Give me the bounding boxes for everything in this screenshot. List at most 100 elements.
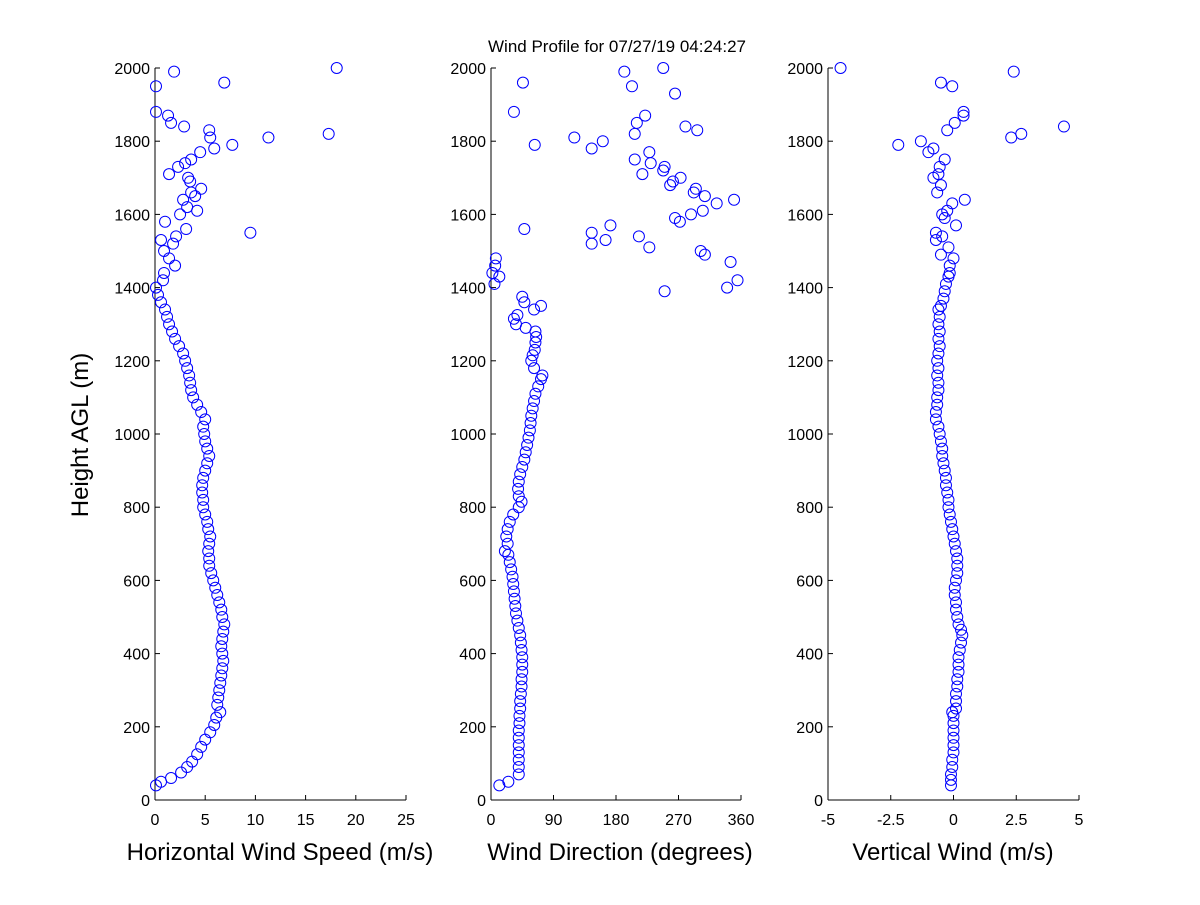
- vertical-panel-data-point: [938, 285, 951, 298]
- speed-panel-y-tick-label: 1600: [114, 207, 150, 224]
- direction-panel-data-point: [644, 157, 657, 170]
- direction-panel-y-tick-label: 200: [459, 720, 486, 737]
- speed-panel-x-tick-label: 25: [397, 812, 415, 829]
- speed-panel-data-point: [213, 684, 226, 697]
- direction-panel-data-point: [530, 331, 543, 344]
- direction-panel-data-point: [731, 274, 744, 287]
- vertical-panel-data-point: [932, 384, 945, 397]
- speed-panel-data-point: [165, 116, 178, 129]
- speed-panel-data-point: [203, 124, 216, 137]
- direction-panel-data-point: [604, 219, 617, 232]
- direction-panel-data-point: [489, 259, 502, 272]
- direction-panel-data-point: [515, 643, 528, 656]
- speed-panel-data-point: [208, 142, 221, 155]
- direction-panel-data-point: [599, 234, 612, 247]
- direction-panel-data-point: [724, 255, 737, 268]
- direction-panel-data-point: [507, 312, 520, 325]
- vertical-panel-data-point: [947, 530, 960, 543]
- vertical-panel-data-point: [946, 706, 959, 719]
- speed-panel-data-point: [196, 479, 209, 492]
- speed-panel-data-point: [170, 230, 183, 243]
- direction-panel-data-point: [512, 761, 525, 774]
- speed-panel-data-point: [169, 332, 182, 345]
- speed-panel-data-point: [215, 669, 228, 682]
- vertical-panel-data-point: [950, 702, 963, 715]
- direction-panel-data-point: [489, 252, 502, 265]
- speed-panel-data-point: [244, 226, 257, 239]
- vertical-panel-data-point: [939, 471, 952, 484]
- direction-panel-data-point: [514, 687, 527, 700]
- speed-panel-y-tick-label: 1400: [114, 281, 150, 298]
- direction-panel-data-point: [512, 731, 525, 744]
- direction-panel-data-point: [516, 290, 529, 303]
- speed-panel-data-point: [191, 398, 204, 411]
- direction-panel-y-tick-label: 0: [477, 793, 486, 810]
- vertical-panel-data-point: [957, 105, 970, 118]
- direction-panel-data-point: [512, 753, 525, 766]
- vertical-panel-data-point: [944, 515, 957, 528]
- vertical-panel-data-point: [929, 226, 942, 239]
- speed-panel-data-point: [163, 252, 176, 265]
- vertical-panel-data-point: [1015, 127, 1028, 140]
- speed-panel-data-point: [179, 354, 192, 367]
- speed-panel-y-tick-label: 0: [141, 793, 150, 810]
- speed-panel-data-point: [158, 245, 171, 257]
- vertical-panel-data-point: [947, 746, 960, 759]
- vertical-panel-data-point: [937, 292, 950, 305]
- speed-panel-data-point: [322, 127, 335, 140]
- direction-panel-data-point: [518, 296, 531, 309]
- speed-panel-data-point: [162, 109, 175, 122]
- vertical-panel-data-point: [931, 369, 944, 382]
- speed-panel-data-point: [181, 362, 194, 375]
- speed-panel-data-point: [201, 442, 214, 455]
- direction-panel-data-point: [618, 65, 631, 78]
- speed-panel-data-point: [204, 530, 217, 543]
- speed-panel-data-point: [215, 640, 228, 653]
- vertical-panel-data-point: [934, 179, 947, 192]
- speed-panel-data-point: [191, 204, 204, 217]
- vertical-panel-data-point: [914, 135, 927, 148]
- speed-panel-data-point: [150, 281, 163, 294]
- speed-panel-data-point: [218, 76, 231, 89]
- direction-panel-data-point: [639, 109, 652, 122]
- direction-panel-data-point: [669, 212, 682, 225]
- vertical-panel-data-point: [941, 124, 954, 137]
- direction-panel-y-tick-label: 1600: [450, 207, 486, 224]
- direction-panel-data-point: [658, 160, 671, 173]
- y-axis-label: Height AGL (m): [67, 353, 94, 518]
- speed-panel-data-point: [189, 190, 202, 203]
- direction-panel-data-point: [643, 146, 656, 159]
- speed-panel-data-point: [330, 62, 343, 74]
- direction-panel-data-point: [585, 237, 598, 250]
- speed-panel-data-point: [187, 391, 200, 404]
- direction-panel-data-point: [694, 245, 707, 257]
- direction-panel-y-tick-label: 1800: [450, 134, 486, 151]
- speed-panel-y-tick-label: 800: [123, 500, 150, 517]
- vertical-panel-data-point: [948, 116, 961, 129]
- speed-panel-data-point: [177, 347, 190, 360]
- vertical-panel-data-point: [936, 442, 949, 455]
- vertical-panel-data-point: [1057, 120, 1070, 133]
- direction-panel-data-point: [514, 702, 527, 715]
- vertical-panel-data-point: [947, 252, 960, 265]
- vertical-panel-data-point: [942, 241, 955, 254]
- vertical-panel-data-point: [946, 523, 959, 536]
- vertical-panel-data-point: [933, 325, 946, 338]
- direction-panel-y-tick-label: 1200: [450, 354, 486, 371]
- vertical-panel-data-point: [943, 266, 956, 279]
- speed-panel-data-point: [262, 131, 275, 144]
- speed-panel-data-point: [211, 698, 224, 711]
- vertical-panel-data-point: [951, 567, 964, 580]
- vertical-panel-data-point: [934, 299, 947, 312]
- direction-panel-data-point: [721, 281, 734, 294]
- vertical-panel-data-point: [932, 303, 945, 316]
- direction-panel-data-point: [511, 309, 524, 322]
- speed-panel-data-point: [185, 384, 198, 397]
- direction-panel-data-point: [509, 600, 522, 613]
- direction-panel-data-point: [526, 402, 539, 415]
- direction-panel-x-tick-label: 270: [665, 812, 692, 829]
- speed-panel-data-point: [161, 310, 174, 323]
- vertical-panel-data-point: [950, 687, 963, 700]
- vertical-panel-x-tick-label: 2.5: [1005, 812, 1027, 829]
